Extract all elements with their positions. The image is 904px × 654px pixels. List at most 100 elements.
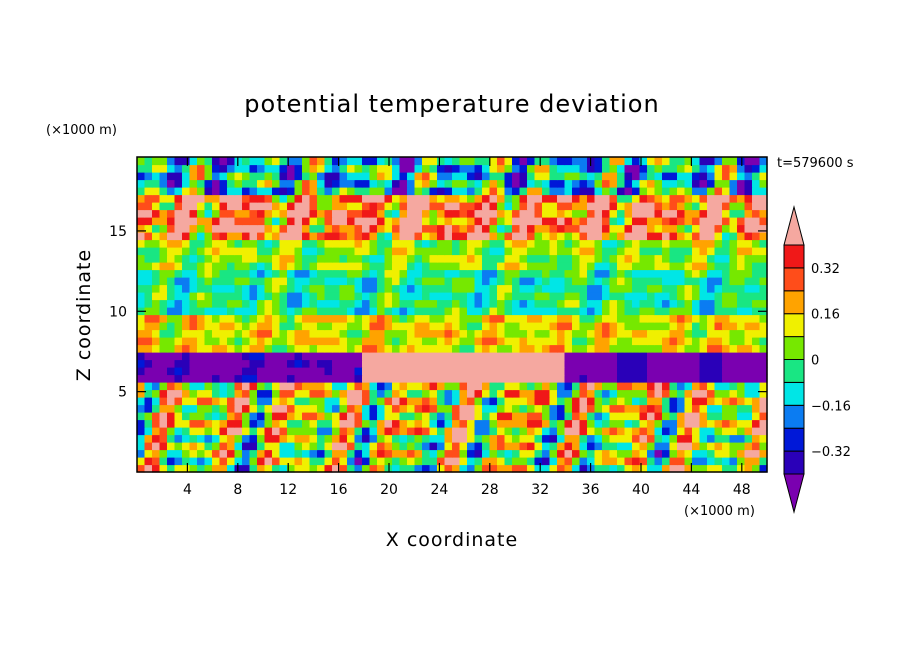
- heatmap-cell: [579, 359, 588, 368]
- heatmap-cell: [684, 262, 693, 271]
- heatmap-cell: [647, 329, 656, 338]
- heatmap-cell: [632, 277, 641, 286]
- heatmap-cell: [407, 269, 416, 278]
- heatmap-cell: [399, 194, 408, 203]
- heatmap-cell: [324, 374, 333, 383]
- heatmap-cell: [234, 457, 243, 466]
- heatmap-cell: [242, 157, 251, 166]
- heatmap-cell: [144, 262, 153, 271]
- heatmap-cell: [737, 179, 746, 188]
- heatmap-cell: [504, 164, 513, 173]
- heatmap-cell: [729, 419, 738, 428]
- heatmap-cell: [369, 397, 378, 406]
- heatmap-cell: [534, 322, 543, 331]
- heatmap-cell: [309, 412, 318, 421]
- heatmap-cell: [564, 329, 573, 338]
- heatmap-cell: [362, 172, 371, 181]
- heatmap-cell: [684, 322, 693, 331]
- heatmap-cell: [647, 269, 656, 278]
- heatmap-cell: [227, 254, 236, 263]
- heatmap-cell: [437, 322, 446, 331]
- heatmap-cell: [729, 352, 738, 361]
- heatmap-cell: [392, 367, 401, 376]
- heatmap-cell: [572, 194, 581, 203]
- heatmap-cell: [572, 164, 581, 173]
- heatmap-cell: [647, 284, 656, 293]
- heatmap-cell: [294, 239, 303, 248]
- heatmap-cell: [549, 412, 558, 421]
- heatmap-cell: [564, 337, 573, 346]
- heatmap-cell: [647, 457, 656, 466]
- heatmap-cell: [512, 232, 521, 241]
- heatmap-cell: [572, 442, 581, 451]
- heatmap-cell: [137, 344, 146, 353]
- heatmap-cell: [302, 179, 311, 188]
- heatmap-cell: [572, 359, 581, 368]
- heatmap-cell: [684, 419, 693, 428]
- heatmap-cell: [272, 442, 281, 451]
- heatmap-cell: [684, 292, 693, 301]
- heatmap-cell: [377, 404, 386, 413]
- heatmap-cell: [602, 187, 611, 196]
- heatmap-cell: [632, 224, 641, 233]
- heatmap-cell: [744, 172, 753, 181]
- heatmap-cell: [144, 277, 153, 286]
- heatmap-cell: [527, 464, 536, 473]
- heatmap-cell: [437, 232, 446, 241]
- heatmap-cell: [159, 449, 168, 458]
- heatmap-cell: [309, 344, 318, 353]
- heatmap-cell: [234, 247, 243, 256]
- heatmap-cell: [564, 292, 573, 301]
- heatmap-cell: [654, 359, 663, 368]
- heatmap-cell: [467, 397, 476, 406]
- heatmap-cell: [744, 457, 753, 466]
- heatmap-cell: [669, 284, 678, 293]
- heatmap-cell: [452, 314, 461, 323]
- heatmap-cell: [174, 284, 183, 293]
- heatmap-cell: [309, 224, 318, 233]
- heatmap-cell: [707, 172, 716, 181]
- heatmap-cell: [159, 247, 168, 256]
- heatmap-cell: [174, 352, 183, 361]
- heatmap-cell: [189, 329, 198, 338]
- heatmap-cell: [279, 232, 288, 241]
- heatmap-cell: [429, 224, 438, 233]
- heatmap-cell: [429, 209, 438, 218]
- heatmap-cell: [354, 457, 363, 466]
- heatmap-cell: [309, 337, 318, 346]
- heatmap-cell: [182, 179, 191, 188]
- heatmap-cell: [572, 187, 581, 196]
- heatmap-cell: [407, 329, 416, 338]
- heatmap-cell: [579, 239, 588, 248]
- heatmap-cell: [647, 352, 656, 361]
- heatmap-cell: [579, 224, 588, 233]
- heatmap-cell: [557, 314, 566, 323]
- heatmap-cell: [407, 434, 416, 443]
- heatmap-cell: [662, 217, 671, 226]
- heatmap-cell: [362, 224, 371, 233]
- heatmap-cell: [452, 389, 461, 398]
- heatmap-cell: [159, 254, 168, 263]
- heatmap-cell: [242, 262, 251, 271]
- heatmap-cell: [737, 224, 746, 233]
- heatmap-cell: [722, 284, 731, 293]
- heatmap-cell: [617, 397, 626, 406]
- heatmap-cell: [534, 457, 543, 466]
- heatmap-cell: [272, 412, 281, 421]
- heatmap-cell: [714, 179, 723, 188]
- heatmap-cell: [609, 329, 618, 338]
- heatmap-cell: [212, 179, 221, 188]
- heatmap-cell: [144, 217, 153, 226]
- heatmap-cell: [677, 352, 686, 361]
- heatmap-cell: [362, 232, 371, 241]
- heatmap-cell: [264, 194, 273, 203]
- heatmap-cell: [632, 359, 641, 368]
- heatmap-cell: [609, 187, 618, 196]
- heatmap-cell: [437, 224, 446, 233]
- heatmap-cell: [752, 397, 761, 406]
- heatmap-cell: [324, 232, 333, 241]
- heatmap-cell: [362, 329, 371, 338]
- heatmap-cell: [639, 239, 648, 248]
- heatmap-cell: [534, 254, 543, 263]
- heatmap-cell: [744, 284, 753, 293]
